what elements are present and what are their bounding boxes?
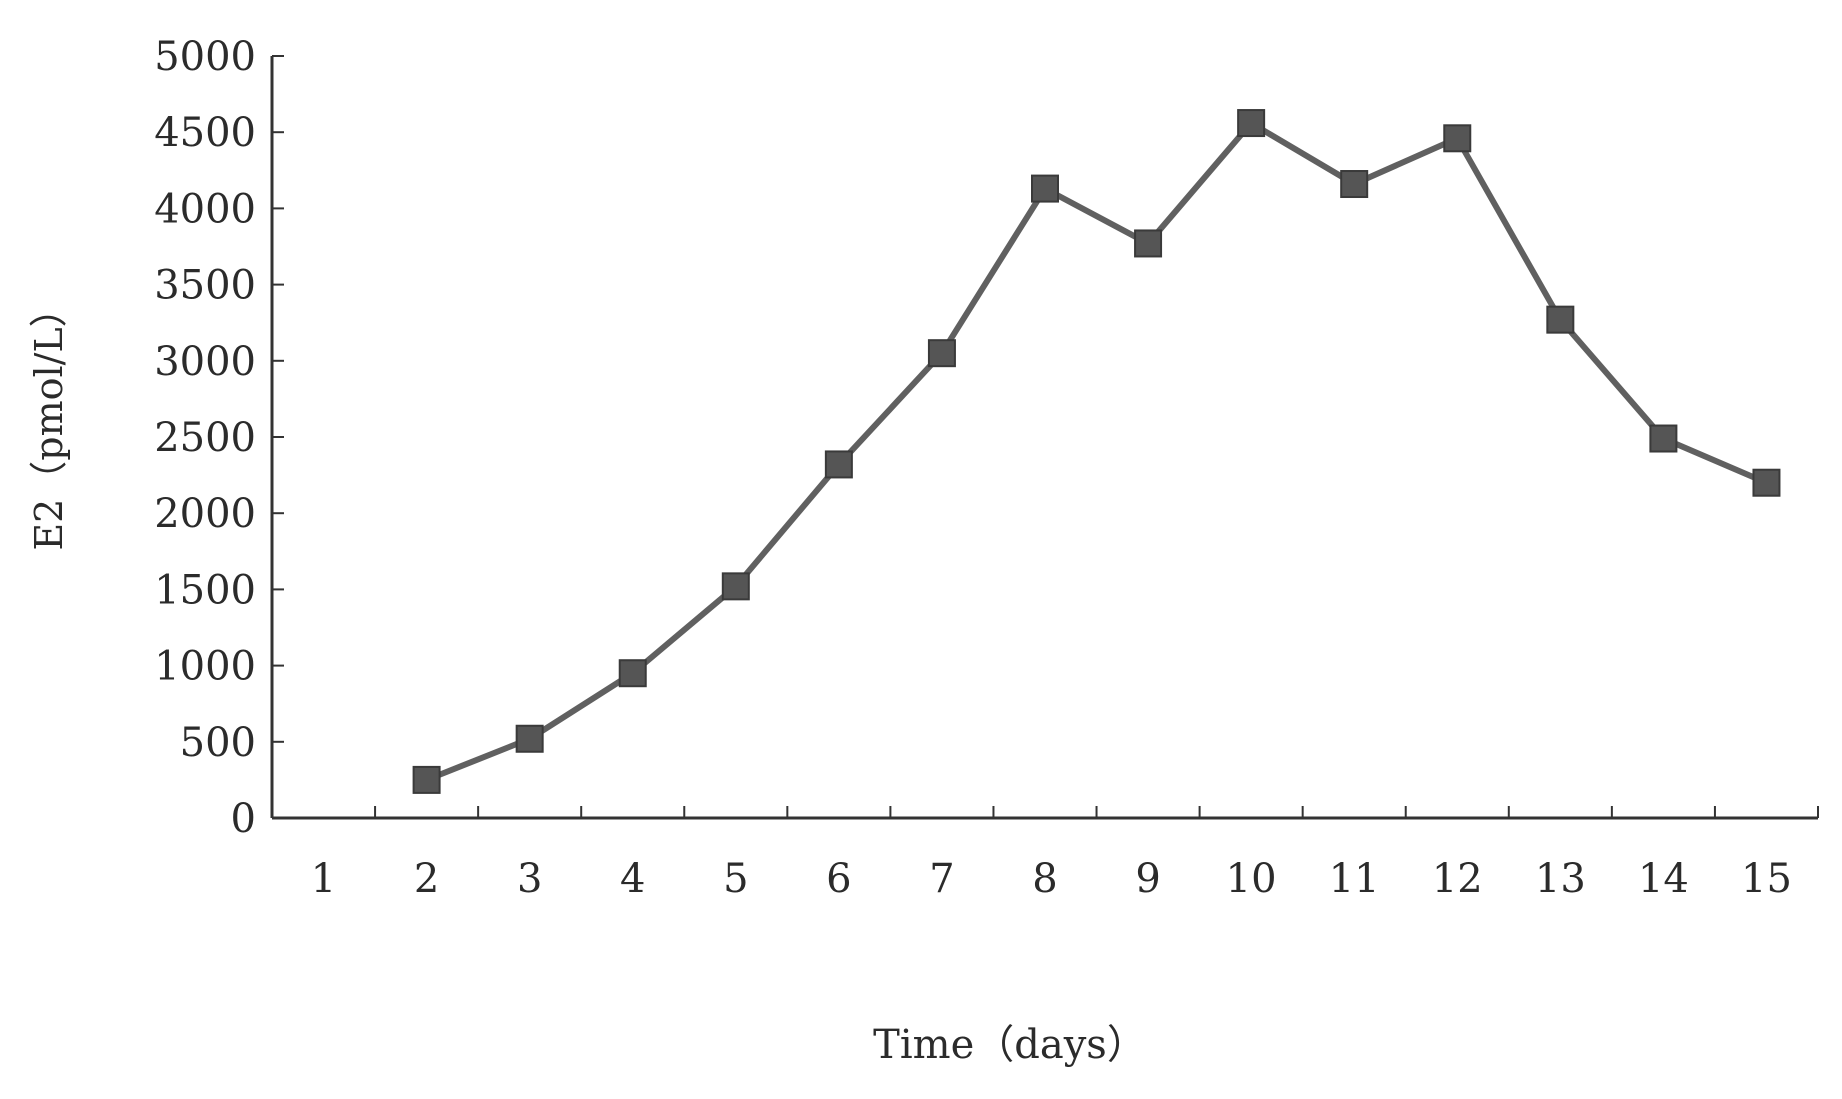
y-tick-label: 3500 <box>154 263 256 309</box>
x-tick-label: 5 <box>723 856 748 902</box>
data-point-marker <box>824 450 853 479</box>
x-axis-title: Time（days） <box>873 1022 1147 1068</box>
y-tick-label: 1000 <box>154 644 256 690</box>
data-point-marker <box>721 572 750 601</box>
data-point-marker <box>1443 124 1472 153</box>
x-tick-label: 15 <box>1741 856 1792 902</box>
x-tick-label: 6 <box>826 856 851 902</box>
data-point-marker <box>1649 424 1678 453</box>
y-tick-label: 2500 <box>154 415 256 461</box>
x-axis-ticks: 1 2 3 4 5 6 7 8 9 10 11 12 13 14 15 <box>311 806 1819 902</box>
y-tick-label: 4000 <box>154 186 256 232</box>
data-point-marker <box>1752 468 1781 497</box>
data-point-marker <box>618 659 647 688</box>
y-tick-label: 0 <box>231 796 256 842</box>
x-tick-label: 14 <box>1638 856 1689 902</box>
axes <box>270 56 1818 820</box>
y-tick-label: 500 <box>180 720 256 766</box>
y-tick-label: 4500 <box>154 110 256 156</box>
x-tick-label: 13 <box>1535 856 1586 902</box>
y-tick-label: 2000 <box>154 491 256 537</box>
y-axis-ticks: 0 500 1000 1500 2000 2500 3000 3500 4000 4500 5000 <box>154 34 284 842</box>
data-point-marker <box>1546 305 1575 334</box>
data-point-marker <box>1237 109 1266 138</box>
x-tick-label: 2 <box>414 856 439 902</box>
series-line <box>425 120 1768 783</box>
x-tick-label: 9 <box>1135 856 1160 902</box>
x-tick-label: 4 <box>620 856 645 902</box>
series-line-group <box>425 120 1768 783</box>
data-point-marker <box>515 724 544 753</box>
series-markers-group <box>412 109 1781 794</box>
x-tick-label: 11 <box>1329 856 1380 902</box>
y-axis-title: E2（pmol/L） <box>27 289 71 550</box>
data-point-marker <box>927 339 956 368</box>
y-tick-label: 1500 <box>154 567 256 613</box>
y-tick-label: 5000 <box>154 34 256 80</box>
data-point-marker <box>1031 174 1059 203</box>
y-tick-label: 3000 <box>154 339 256 385</box>
x-tick-label: 3 <box>517 856 542 902</box>
data-point-marker <box>1340 170 1369 199</box>
data-point-marker <box>412 765 441 794</box>
x-tick-label: 10 <box>1226 856 1277 902</box>
x-tick-label: 8 <box>1032 856 1057 902</box>
x-tick-label: 1 <box>311 856 336 902</box>
x-tick-label: 12 <box>1432 856 1483 902</box>
data-point-marker <box>1134 229 1163 258</box>
x-tick-label: 7 <box>929 856 954 902</box>
